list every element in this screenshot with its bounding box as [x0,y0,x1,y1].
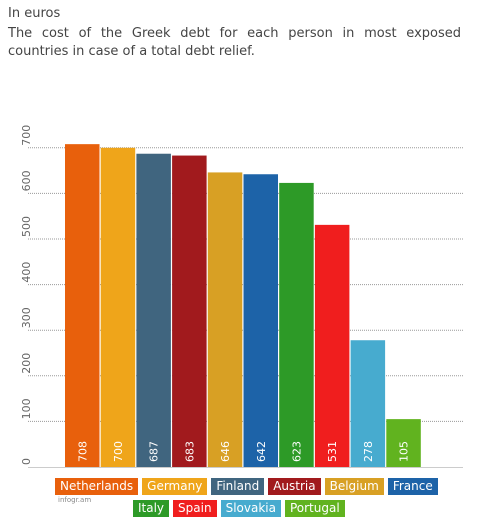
legend-item-germany[interactable]: Germany [142,478,208,495]
legend-row-bottom: Italy Spain Slovakia Portugal [133,500,345,517]
bar-value-label: 642 [255,441,268,462]
legend-item-italy[interactable]: Italy [133,500,170,517]
bar-slovakia [350,340,386,467]
bar-italy [279,182,314,468]
bar-value-label: 700 [112,441,125,462]
bar-belgium [207,172,243,467]
bar-value-label: 105 [398,441,411,462]
bar-value-label: 687 [148,441,161,462]
legend-item-belgium[interactable]: Belgium [324,478,384,495]
y-tick-label: 600 [20,170,33,191]
y-tick-label: 200 [20,353,33,374]
legend-item-spain[interactable]: Spain [173,500,217,517]
y-tick-label: 400 [20,262,33,283]
bar-france [243,174,278,468]
legend-item-netherlands[interactable]: Netherlands [55,478,139,495]
legend-item-france[interactable]: France [387,478,438,495]
y-tick-label: 700 [20,125,33,146]
legend-item-slovakia[interactable]: Slovakia [220,500,281,517]
bar-portugal [386,419,421,467]
bar-value-label: 683 [183,441,196,462]
y-tick-label: 300 [20,307,33,328]
bar-finland [136,153,171,467]
bar-value-label: 708 [76,441,89,462]
legend-item-austria[interactable]: Austria [268,478,321,495]
bar-value-label: 623 [290,441,303,462]
legend-row-top: Netherlands Germany Finland Austria Belgium F… [55,478,438,495]
bar-germany [100,147,136,468]
bar-value-label: 646 [219,441,232,462]
chart-title: The cost of the Greek debt for each pers… [8,26,461,59]
y-tick-label: 0 [20,458,33,465]
unit-label: In euros [8,6,61,21]
bar-value-label: 278 [362,441,375,462]
bar-netherlands [65,144,100,468]
bar-austria [172,155,207,467]
bar-spain [314,224,350,467]
legend-item-finland[interactable]: Finland [211,478,265,495]
source-credit: infogr.am [58,496,92,504]
y-tick-label: 100 [20,398,33,419]
legend-item-portugal[interactable]: Portugal [284,500,345,517]
y-tick-label: 500 [20,216,33,237]
bar-value-label: 531 [326,441,339,462]
